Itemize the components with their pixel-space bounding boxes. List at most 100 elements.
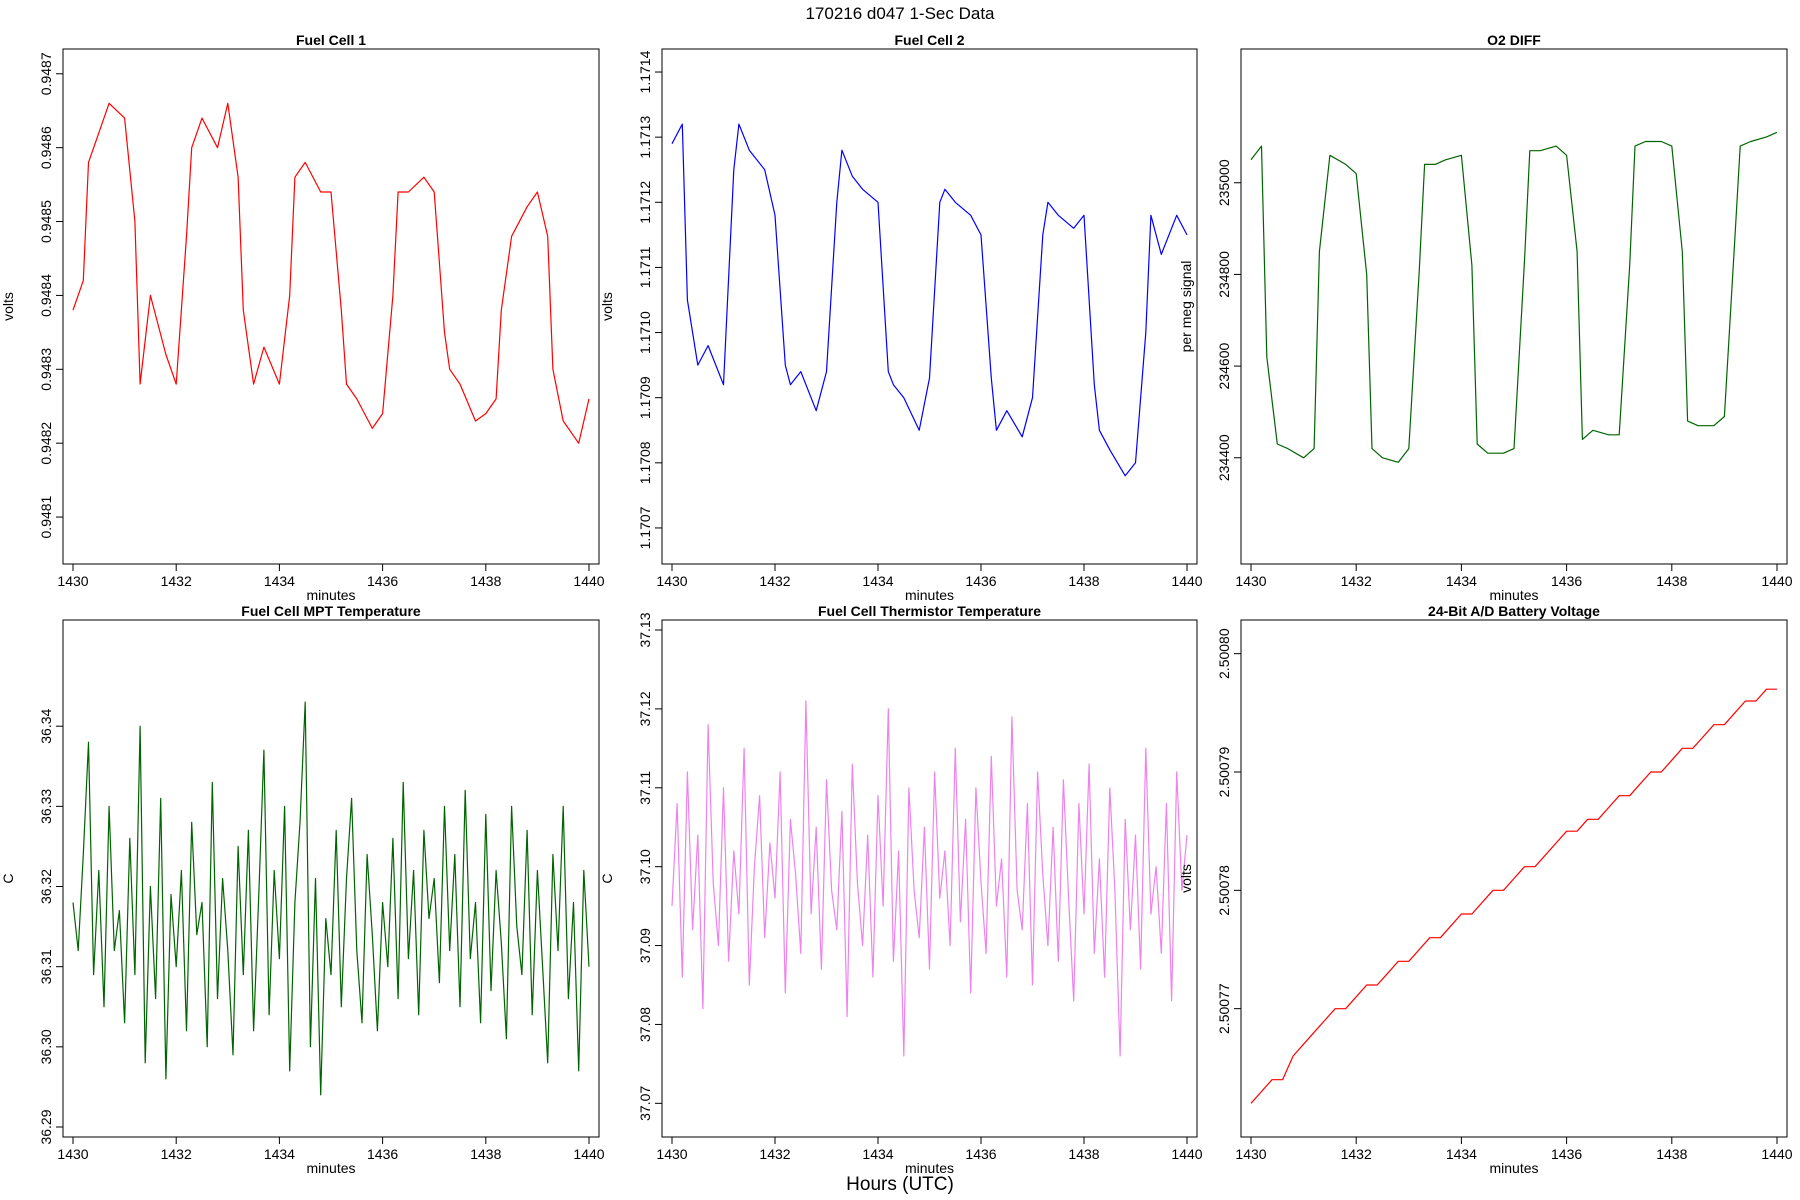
y-tick-label: 37.11 (637, 771, 653, 805)
x-tick-label: 1436 (965, 573, 996, 589)
series-line-fuel-cell-2 (671, 123, 1188, 477)
y-tick-label: 234600 (1216, 343, 1232, 390)
panel-title: Fuel Cell Thermistor Temperature (818, 603, 1041, 619)
y-tick-label: 1.1707 (637, 506, 653, 549)
panel-title: 24-Bit A/D Battery Voltage (1428, 603, 1600, 619)
y-tick-label: 2.50079 (1216, 746, 1232, 797)
plot-frame (1240, 48, 1788, 565)
x-tick-label: 1432 (1341, 1146, 1372, 1162)
x-tick-label: 1440 (1171, 573, 1202, 589)
series-line-fuel-cell-mpt-temperature (72, 701, 590, 1096)
y-tick-label: 37.10 (637, 849, 653, 884)
series-line-fuel-cell-thermistor-temperature (671, 700, 1188, 1057)
x-tick-label: 1436 (965, 1146, 996, 1162)
series-line-24-bit-a-d-battery-voltage (1250, 688, 1777, 1104)
y-tick-label: 36.33 (38, 789, 54, 824)
panel-title: O2 DIFF (1487, 32, 1541, 48)
figure-title: 170216 d047 1-Sec Data (805, 4, 995, 23)
panel-fuel-cell-mpt-temperature: Fuel Cell MPT Temperature 1430 1432 1434 143… (0, 603, 605, 1176)
y-tick-label: 1.1711 (637, 246, 653, 288)
y-tick-label: 0.9486 (38, 126, 54, 169)
x-tick-label: 1438 (1068, 573, 1099, 589)
figure-footer-label: Hours (UTC) (846, 1174, 954, 1195)
y-tick-label: 0.9484 (38, 274, 54, 317)
y-tick-label: 2.50077 (1216, 983, 1232, 1034)
y-tick-label: 37.09 (637, 928, 653, 963)
y-tick-label: 37.07 (637, 1086, 653, 1121)
y-tick-label: 1.1709 (637, 376, 653, 419)
y-tick-label: 36.32 (38, 869, 54, 904)
x-tick-label: 1432 (161, 573, 192, 589)
x-tick-label: 1436 (367, 1146, 398, 1162)
y-axis-label: volts (0, 292, 16, 321)
y-tick-label: 1.1710 (637, 311, 653, 354)
x-tick-label: 1440 (1171, 1146, 1202, 1162)
y-tick-label: 234400 (1216, 434, 1232, 481)
x-tick-label: 1434 (862, 573, 893, 589)
x-tick-label: 1438 (1656, 1146, 1687, 1162)
x-tick-label: 1440 (573, 1146, 604, 1162)
x-tick-label: 1430 (1235, 1146, 1266, 1162)
x-tick-label: 1434 (264, 1146, 295, 1162)
x-tick-label: 1436 (1551, 573, 1582, 589)
x-tick-label: 1434 (862, 1146, 893, 1162)
y-tick-label: 0.9481 (38, 495, 54, 538)
y-tick-label: 1.1712 (637, 181, 653, 224)
plot-frame (1240, 619, 1788, 1138)
plot-frame (62, 48, 600, 565)
x-tick-label: 1430 (57, 573, 88, 589)
panel-24-bit-a-d-battery-voltage: 24-Bit A/D Battery Voltage 1430 1432 1434 14… (1178, 603, 1793, 1176)
y-axis-label: volts (599, 292, 615, 321)
x-tick-label: 1436 (367, 573, 398, 589)
y-tick-label: 1.1714 (637, 50, 653, 93)
x-tick-label: 1430 (656, 573, 687, 589)
x-tick-label: 1438 (470, 573, 501, 589)
x-axis-label: minutes (306, 587, 355, 603)
plot-frame (661, 619, 1198, 1138)
panels-group: Fuel Cell 1 1430 1432 1434 1436 1438 1440 0.948… (0, 32, 1793, 1176)
y-tick-label: 2.50080 (1216, 628, 1232, 679)
panel-title: Fuel Cell 1 (296, 32, 366, 48)
x-tick-label: 1438 (1068, 1146, 1099, 1162)
y-tick-label: 1.1713 (637, 116, 653, 159)
y-tick-label: 0.9483 (38, 348, 54, 391)
y-tick-label: 234800 (1216, 251, 1232, 298)
y-tick-label: 1.1708 (637, 441, 653, 484)
y-tick-label: 0.9485 (38, 200, 54, 243)
y-axis-label: C (0, 873, 16, 883)
y-tick-label: 36.30 (38, 1029, 54, 1064)
x-axis-label: minutes (905, 1160, 954, 1176)
x-tick-label: 1430 (656, 1146, 687, 1162)
y-tick-label: 36.31 (38, 949, 54, 984)
y-tick-label: 37.12 (637, 691, 653, 726)
series-line-fuel-cell-1 (72, 102, 590, 444)
plot-frame (661, 48, 1198, 565)
y-tick-label: 2.50078 (1216, 865, 1232, 916)
panel-fuel-cell-2: Fuel Cell 2 1430 1432 1434 1436 1438 1440 1.170… (599, 32, 1203, 603)
x-tick-label: 1438 (470, 1146, 501, 1162)
x-tick-label: 1430 (1235, 573, 1266, 589)
x-tick-label: 1432 (161, 1146, 192, 1162)
x-tick-label: 1436 (1551, 1146, 1582, 1162)
x-tick-label: 1434 (1446, 573, 1477, 589)
x-axis-label: minutes (1489, 587, 1538, 603)
y-tick-label: 36.34 (38, 708, 54, 743)
x-axis-label: minutes (1489, 1160, 1538, 1176)
y-axis-label: per meg signal (1178, 261, 1194, 353)
panel-o2-diff: O2 DIFF 1430 1432 1434 1436 1438 1440 234400 234… (1178, 32, 1793, 603)
plot-frame (62, 619, 600, 1138)
y-tick-label: 0.9487 (38, 52, 54, 95)
series-line-o2-diff (1250, 131, 1778, 463)
x-tick-label: 1432 (759, 1146, 790, 1162)
x-tick-label: 1440 (573, 573, 604, 589)
x-tick-label: 1438 (1656, 573, 1687, 589)
x-tick-label: 1432 (759, 573, 790, 589)
panel-fuel-cell-1: Fuel Cell 1 1430 1432 1434 1436 1438 1440 0.948… (0, 32, 605, 603)
y-tick-label: 36.29 (38, 1109, 54, 1144)
x-tick-label: 1440 (1761, 573, 1792, 589)
panel-title: Fuel Cell 2 (894, 32, 964, 48)
panel-title: Fuel Cell MPT Temperature (241, 603, 421, 619)
y-tick-label: 37.08 (637, 1007, 653, 1042)
